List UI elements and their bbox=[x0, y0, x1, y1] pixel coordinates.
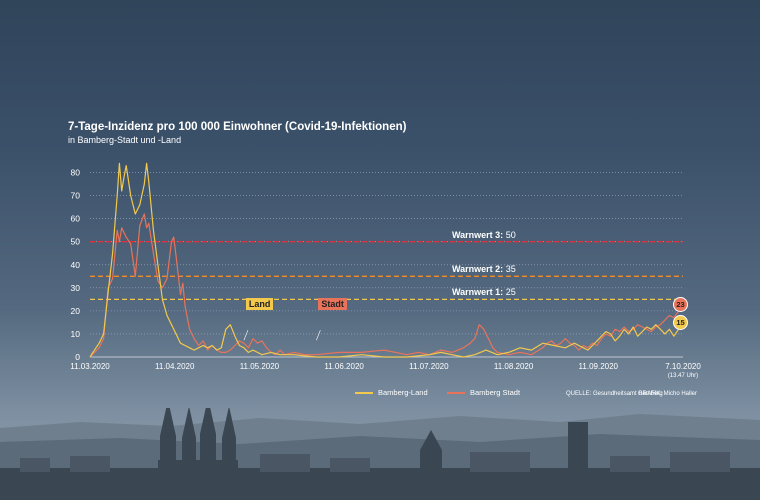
legend-stadt-label: Bamberg Stadt bbox=[470, 388, 521, 397]
x-tick-label: 11.03.2020 bbox=[70, 362, 110, 371]
annotation-pointer bbox=[316, 330, 321, 341]
threshold-label: Warnwert 1: 25 bbox=[452, 287, 516, 297]
series-lines bbox=[89, 162, 684, 358]
legend-land-swatch bbox=[355, 392, 373, 395]
y-tick-label: 0 bbox=[75, 352, 80, 362]
y-tick-label: 40 bbox=[71, 260, 81, 270]
y-tick-label: 50 bbox=[71, 237, 81, 247]
threshold-label-value: 50 bbox=[505, 229, 516, 240]
chart-subtitle: in Bamberg-Stadt und -Land bbox=[68, 135, 182, 145]
threshold-label: Warnwert 3: 50 bbox=[452, 230, 516, 240]
legend-land: Bamberg-Land bbox=[355, 388, 428, 397]
x-tick-label: 11.07.2020 bbox=[409, 362, 449, 371]
y-tick-label: 60 bbox=[71, 214, 81, 224]
x-tick-label: 11.09.2020 bbox=[579, 362, 619, 371]
threshold-label-name: Warnwert 3: bbox=[452, 229, 506, 240]
x-tick-label: 11.06.2020 bbox=[324, 362, 364, 371]
threshold-label-name: Warnwert 2: bbox=[452, 264, 506, 275]
threshold-label-value: 25 bbox=[505, 287, 516, 298]
y-tick-label: 80 bbox=[71, 168, 81, 178]
credit-note: GRAFIK: Micho Haller bbox=[638, 391, 698, 397]
y-axis-ticks: 0 10 20 30 40 50 60 70 80 bbox=[71, 168, 81, 362]
x-axis-ticks: 11.03.2020 11.04.2020 11.05.2020 11.06.2020… bbox=[70, 362, 701, 379]
x-tick-label: 7.10.2020 bbox=[665, 362, 701, 371]
y-tick-label: 20 bbox=[71, 306, 81, 316]
end-value-badge: 23 bbox=[673, 296, 688, 312]
threshold-label-value: 35 bbox=[505, 264, 516, 275]
end-value-badge: 15 bbox=[673, 315, 688, 331]
x-tick-label: 11.05.2020 bbox=[240, 362, 280, 371]
chart-title: 7-Tage-Inzidenz pro 100 000 Einwohner (C… bbox=[68, 121, 407, 133]
annotation-tag: Stadt bbox=[318, 298, 347, 311]
y-tick-label: 10 bbox=[71, 329, 81, 339]
y-tick-label: 30 bbox=[71, 283, 81, 293]
series-line-bamberg-stadt bbox=[89, 213, 684, 358]
grid-lines bbox=[90, 172, 683, 358]
x-tick-label: 11.04.2020 bbox=[155, 362, 195, 371]
end-markers bbox=[243, 330, 321, 341]
threshold-label-name: Warnwert 1: bbox=[452, 287, 506, 298]
annotation-tag: Land bbox=[245, 298, 274, 311]
legend-stadt: Bamberg Stadt bbox=[447, 388, 520, 397]
series-line-bamberg-land bbox=[89, 162, 684, 358]
legend-stadt-swatch bbox=[447, 392, 465, 395]
annotation-pointer bbox=[243, 330, 249, 341]
x-tick-note: (13.47 Uhr) bbox=[668, 373, 698, 379]
threshold-lines bbox=[90, 241, 683, 301]
x-tick-label: 11.08.2020 bbox=[494, 362, 534, 371]
city-skyline-illustration bbox=[0, 408, 760, 500]
legend-land-label: Bamberg-Land bbox=[378, 388, 428, 397]
threshold-label: Warnwert 2: 35 bbox=[452, 264, 516, 274]
source-note: QUELLE: Gesundheitsamt Bamberg bbox=[566, 391, 663, 397]
y-tick-label: 70 bbox=[71, 191, 81, 201]
